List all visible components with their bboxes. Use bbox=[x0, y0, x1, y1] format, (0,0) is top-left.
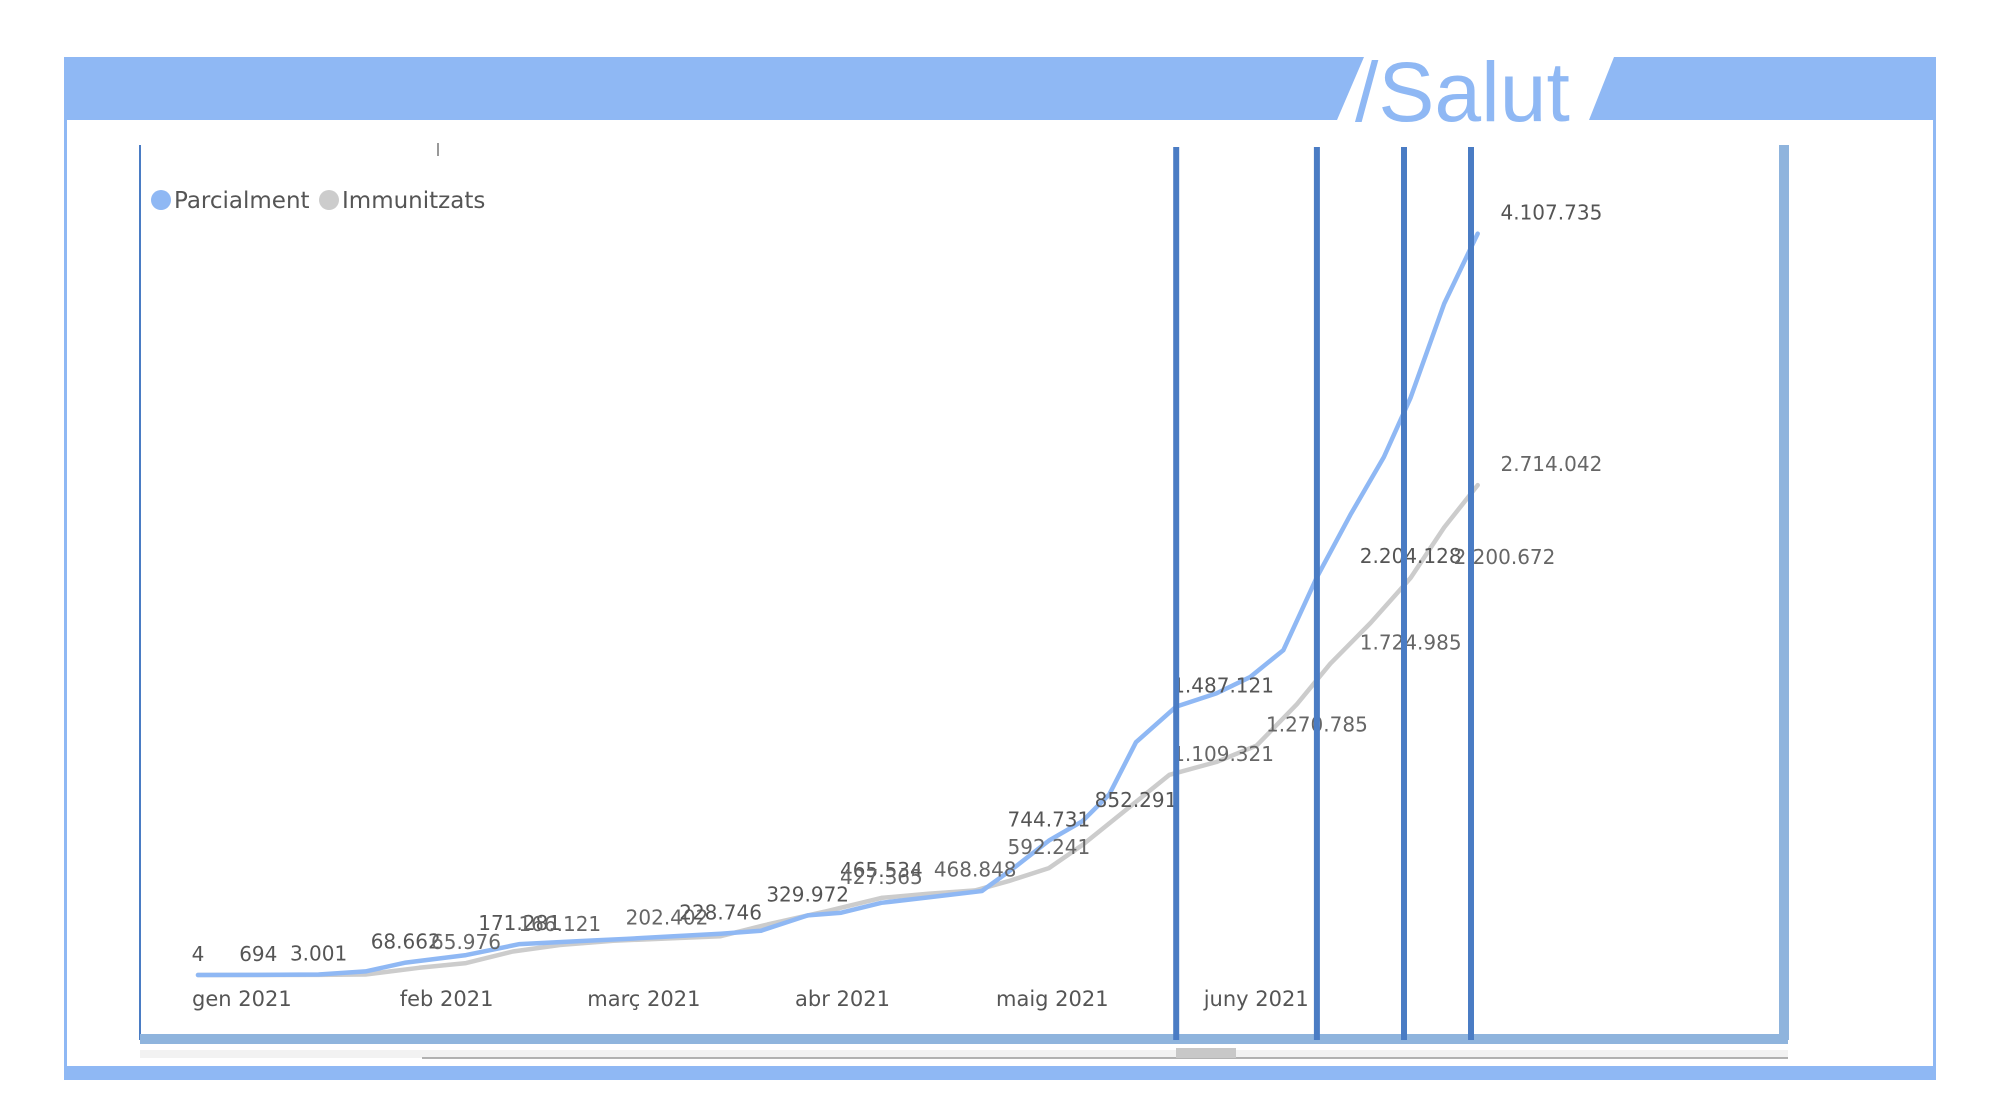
data-label: 1.487.121 bbox=[1172, 674, 1274, 698]
brand-logo: /Salut bbox=[1355, 45, 1570, 139]
x-tick-label: juny 2021 bbox=[1203, 987, 1309, 1011]
marker-lines bbox=[1173, 147, 1474, 1040]
chart-bottom-bar bbox=[140, 1034, 1788, 1044]
data-label: 744.731 bbox=[1008, 808, 1091, 832]
data-label: 4.107.735 bbox=[1501, 201, 1603, 225]
legend-label-immunitzats: Immunitzats bbox=[342, 188, 485, 214]
data-label: 2.204.128 bbox=[1360, 544, 1462, 568]
data-label: 465.534 bbox=[840, 858, 923, 882]
x-tick-label: gen 2021 bbox=[192, 987, 292, 1011]
x-tick-label: maig 2021 bbox=[996, 987, 1109, 1011]
series-line-parcialment bbox=[195, 231, 1480, 978]
data-label: 3.001 bbox=[290, 941, 347, 965]
data-label: 166.121 bbox=[518, 912, 601, 936]
series-line-immunitzats bbox=[195, 482, 1480, 978]
legend: Parcialment Immunitzats bbox=[151, 188, 485, 214]
header-band bbox=[64, 57, 1936, 120]
data-label: 592.241 bbox=[1008, 835, 1091, 859]
data-label: 1.724.985 bbox=[1360, 631, 1462, 655]
legend-swatch-immunitzats bbox=[319, 190, 339, 210]
header-band-right bbox=[1589, 57, 1936, 120]
data-label: 68.662 bbox=[371, 930, 441, 954]
data-label: 427.365 bbox=[840, 865, 923, 889]
x-axis-ticks: gen 2021 feb 2021 març 2021 abr 2021 maig 20… bbox=[192, 987, 1309, 1011]
slide-frame bbox=[64, 59, 1936, 1075]
data-label: 4 bbox=[192, 942, 205, 966]
data-label: 468.848 bbox=[934, 857, 1017, 881]
data-label: 202.402 bbox=[626, 905, 709, 929]
data-label: 65.976 bbox=[431, 930, 501, 954]
data-label: 694 bbox=[239, 942, 277, 966]
x-tick-label: abr 2021 bbox=[795, 987, 890, 1011]
series-lines bbox=[195, 231, 1480, 978]
scrollbar-track[interactable] bbox=[140, 1050, 1788, 1058]
scrollbar-thumb[interactable] bbox=[1176, 1048, 1236, 1058]
x-tick-label: feb 2021 bbox=[400, 987, 494, 1011]
data-label: 1.109.321 bbox=[1172, 742, 1274, 766]
legend-swatch-parcialment bbox=[151, 190, 171, 210]
x-tick-label: març 2021 bbox=[587, 987, 700, 1011]
data-label: 852.291 bbox=[1095, 788, 1178, 812]
scrollbar[interactable] bbox=[140, 1048, 1788, 1059]
data-label: 2.714.042 bbox=[1501, 452, 1603, 476]
data-label: 329.972 bbox=[766, 882, 849, 906]
header-band-left bbox=[64, 57, 1364, 120]
footer-band bbox=[64, 1066, 1936, 1080]
data-label: 171.281 bbox=[478, 911, 561, 935]
data-label: 228.746 bbox=[679, 901, 762, 925]
legend-label-parcialment: Parcialment bbox=[174, 188, 310, 214]
